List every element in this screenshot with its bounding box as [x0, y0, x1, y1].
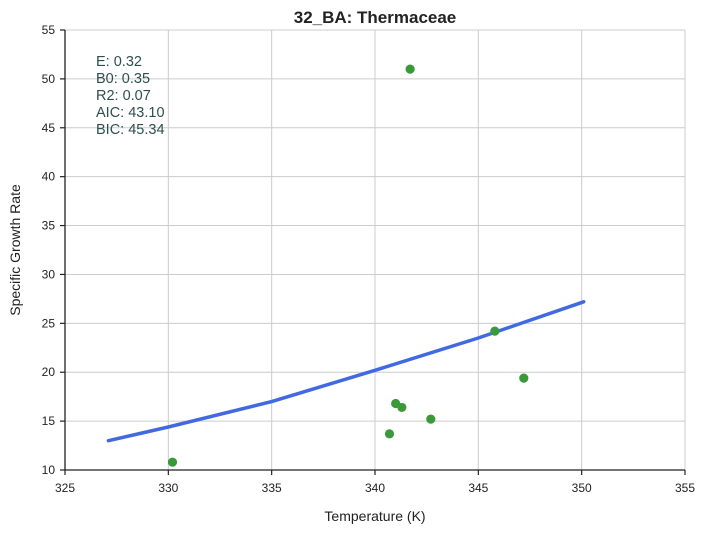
y-tick-label: 15: [42, 414, 56, 428]
stat-b0: B0: 0.35: [96, 71, 150, 87]
y-tick-label: 45: [42, 121, 56, 135]
data-point: [490, 326, 500, 336]
stat-bic: BIC: 45.34: [96, 122, 165, 138]
y-tick-label: 40: [42, 170, 56, 184]
x-ticks: 325 330 335 340 345 350 355: [55, 470, 695, 495]
data-point: [384, 429, 395, 439]
y-ticks: 10 15 20 25 30 35 40 45 50 55: [42, 23, 65, 477]
y-tick-label: 50: [42, 72, 56, 86]
grid: [64, 29, 686, 471]
data-point: [519, 373, 529, 383]
y-tick-label: 10: [42, 463, 56, 477]
y-axis-label: Specific Growth Rate: [7, 184, 23, 316]
stat-r2: R2: 0.07: [96, 88, 151, 104]
y-tick-label: 55: [42, 23, 56, 37]
y-tick-label: 30: [42, 267, 56, 281]
x-tick-label: 355: [675, 481, 695, 495]
fit-line: [106, 300, 586, 443]
stat-aic: AIC: 43.10: [96, 105, 165, 121]
x-tick-label: 345: [468, 481, 488, 495]
y-tick-label: 25: [42, 316, 56, 330]
data-point: [405, 64, 415, 74]
x-axis-label: Temperature (K): [324, 508, 425, 524]
x-tick-label: 350: [572, 481, 592, 495]
data-points: [167, 64, 529, 467]
data-point: [426, 414, 436, 424]
y-tick-label: 35: [42, 219, 56, 233]
data-point: [397, 402, 407, 413]
y-tick-label: 20: [42, 365, 56, 379]
x-tick-label: 340: [365, 481, 385, 495]
stat-e: E: 0.32: [96, 54, 142, 70]
x-tick-label: 335: [262, 481, 282, 495]
fit-statistics: E: 0.32 B0: 0.35 R2: 0.07 AIC: 43.10 BIC…: [96, 54, 165, 138]
x-tick-label: 325: [55, 481, 75, 495]
x-tick-label: 330: [158, 481, 178, 495]
chart-title: 32_BA: Thermaceae: [294, 8, 457, 27]
data-point: [167, 457, 178, 467]
